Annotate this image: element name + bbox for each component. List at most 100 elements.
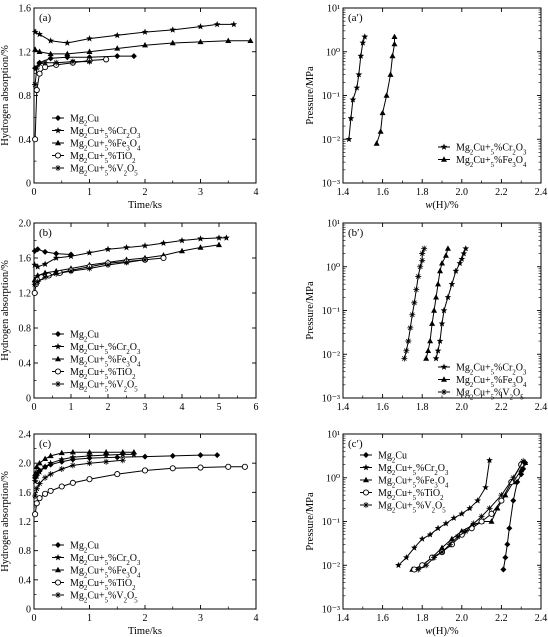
data-point	[377, 128, 384, 134]
y-tick-label: 0.4	[19, 135, 32, 146]
data-point	[444, 293, 452, 301]
x-tick-label: 0	[32, 613, 37, 624]
legend-marker	[441, 389, 447, 395]
legend-marker	[440, 143, 448, 150]
data-point	[391, 33, 398, 39]
series-mg2cu	[31, 246, 74, 258]
data-point	[58, 466, 65, 472]
plot-2: 1.4 1.6 1.8 2.0 2.2 2.4 10⁻³ 10⁻² 10⁻¹ 10⁰ 10¹ w(H)…	[305, 4, 547, 212]
data-point	[247, 37, 254, 44]
legend-entry: Mg2Cu+5%TiO2	[52, 578, 136, 592]
x-tick-label: 2.2	[495, 613, 508, 624]
legend-label: Mg2Cu+5%V2O5	[378, 501, 446, 515]
data-point	[387, 71, 394, 77]
x-tick-label: 1.4	[337, 613, 350, 624]
data-point	[114, 45, 121, 51]
data-point	[418, 535, 426, 542]
legend-marker	[55, 542, 61, 548]
plot-3: 0 1 2 3 4 5 6 0 0.4 0.8 1.2 1.6 2.0 Hydrogen absorpti…	[0, 219, 259, 414]
legend-label: Mg2Cu+5%V2O5	[456, 388, 524, 402]
data-point	[410, 544, 418, 551]
data-point	[498, 492, 505, 499]
series-mg2cu-5-cr2o3	[395, 456, 493, 569]
y-tick-label: 10⁻³	[322, 605, 340, 616]
data-point	[413, 286, 420, 293]
data-point	[142, 41, 148, 48]
data-point	[506, 525, 513, 532]
data-point	[431, 307, 438, 313]
data-point	[36, 70, 43, 77]
data-point	[407, 324, 414, 331]
legend-entry: Mg2Cu+5%Cr2O3	[52, 342, 141, 356]
legend-marker	[440, 363, 448, 370]
data-point	[119, 449, 126, 455]
data-point	[169, 465, 176, 472]
legend-entry: Mg2Cu+5%TiO2	[52, 367, 136, 381]
data-point	[470, 520, 477, 527]
y-tick-label: 10⁰	[326, 473, 340, 484]
data-point	[417, 263, 424, 270]
legend-entry: Mg2Cu	[360, 451, 407, 465]
x-tick-label: 2.4	[535, 402, 548, 413]
data-point	[439, 544, 445, 551]
data-point	[419, 257, 426, 264]
y-tick-label: 2.4	[19, 430, 32, 441]
data-point	[452, 267, 460, 274]
x-tick-label: 2.2	[495, 187, 508, 198]
legend-marker	[54, 343, 62, 350]
data-point	[34, 263, 42, 270]
y-tick-label: 0	[26, 605, 31, 616]
y-tick-label: 2.0	[19, 219, 32, 230]
data-point	[86, 476, 93, 483]
data-point	[486, 505, 493, 512]
legend-marker	[441, 156, 447, 162]
series-mg2cu-5-v2o5	[415, 458, 527, 573]
data-point	[482, 483, 489, 491]
data-point	[415, 273, 422, 280]
data-point	[411, 299, 418, 306]
data-point	[409, 311, 416, 318]
data-point	[423, 355, 430, 361]
data-point	[63, 39, 71, 46]
data-point	[215, 234, 223, 241]
legend-label: Mg2Cu+5%Fe3O4	[70, 139, 141, 153]
legend-marker	[363, 452, 369, 458]
legend-entry: Mg2Cu+5%Fe3O4	[52, 355, 141, 368]
legend-label: Mg2Cu+5%Cr2O3	[70, 342, 141, 356]
data-point	[34, 246, 41, 253]
series-mg2cu-5-v2o5	[401, 245, 428, 362]
y-axis-label: Hydrogen absorption/%	[0, 45, 11, 146]
legend-label: Mg2Cu	[378, 451, 407, 465]
panel-label: (a′)	[348, 12, 363, 24]
legend-entry: Mg2Cu	[52, 330, 99, 343]
data-point	[446, 541, 453, 548]
series-line	[34, 459, 123, 497]
y-tick-label: 10⁻¹	[322, 91, 340, 102]
legend-entry: Mg2Cu+5%V2O5	[52, 164, 138, 177]
plot-5: 0 1 2 3 4 0 0.4 0.8 1.2 1.6 2.0 2.4 Time/ks Hydrogen …	[0, 430, 259, 637]
y-tick-label: 10⁻¹	[322, 306, 340, 317]
data-point	[58, 456, 66, 463]
data-point	[437, 267, 444, 274]
data-point	[114, 454, 121, 461]
x-tick-label: 2.4	[535, 187, 548, 198]
plot-6: 1.4 1.6 1.8 2.0 2.2 2.4 10⁻³ 10⁻² 10⁻¹ 10⁰ 10¹ w(H)…	[305, 430, 547, 637]
legend-label: Mg2Cu+5%Fe3O4	[456, 155, 527, 169]
x-tick-label: 2.4	[535, 613, 548, 624]
data-point	[439, 260, 445, 266]
y-tick-label: 0.8	[19, 324, 32, 335]
data-point	[86, 48, 93, 54]
y-axis-label: Hydrogen absorption/%	[0, 471, 11, 572]
data-point	[58, 483, 65, 490]
y-axis-label: Pressure/MPa	[305, 281, 316, 340]
y-tick-label: 0	[26, 179, 31, 190]
x-tick-label: 1	[69, 402, 74, 413]
series-line	[34, 237, 227, 268]
data-point	[69, 462, 76, 469]
y-tick-label: 10⁻³	[322, 394, 340, 405]
data-point	[415, 566, 422, 573]
y-tick-label: 0.4	[19, 575, 32, 586]
y-tick-label: 0	[26, 394, 31, 405]
legend-marker	[362, 464, 370, 471]
